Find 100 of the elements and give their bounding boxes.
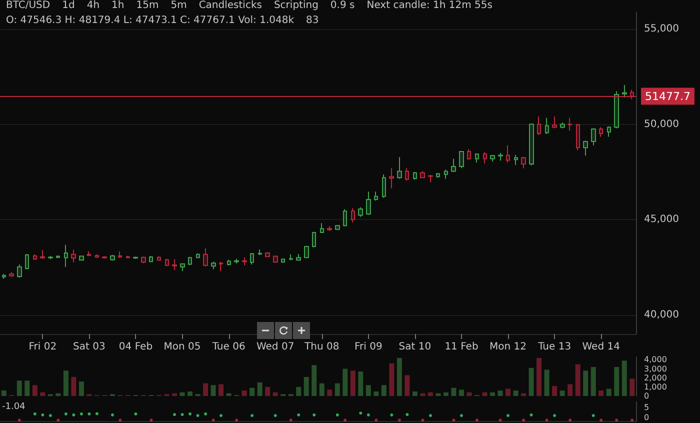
bar (180, 392, 185, 396)
y-tick-label: 55,000 (644, 24, 679, 35)
point (41, 413, 44, 416)
candlestick (552, 116, 557, 129)
candlestick (48, 255, 53, 260)
bar (203, 383, 208, 396)
candlestick (397, 156, 402, 180)
point (312, 413, 316, 416)
bar (374, 391, 379, 396)
candlestick (583, 140, 588, 156)
candlestick (133, 256, 138, 260)
candlestick (389, 168, 394, 189)
bar (40, 392, 46, 396)
candlestick (304, 245, 309, 259)
bar (606, 388, 612, 396)
bar (443, 392, 448, 396)
point (95, 412, 98, 416)
point (336, 413, 339, 416)
point (530, 413, 533, 416)
bar (319, 383, 324, 396)
candlestick (366, 191, 371, 216)
candlestick (219, 261, 223, 272)
point (428, 414, 432, 418)
bar (250, 388, 255, 396)
x-tick-label: Fri 02 (28, 342, 57, 352)
bar (366, 385, 371, 396)
candlestick (250, 252, 254, 265)
bar (350, 370, 356, 396)
candlestick (614, 90, 619, 129)
bar (342, 368, 348, 396)
x-tick-label: Mon 05 (164, 342, 201, 352)
bar (1, 390, 6, 396)
candlestick (258, 249, 262, 256)
point (48, 414, 52, 418)
candlestick (312, 232, 316, 248)
point (274, 414, 277, 418)
candlestick (157, 256, 161, 262)
candlestick (9, 272, 14, 278)
point (366, 413, 370, 416)
candlestick (467, 148, 471, 160)
y-tick-label: 5 (644, 402, 650, 412)
x-tick-label: Tue 06 (211, 342, 246, 352)
candlestick (95, 254, 99, 258)
y-tick-label: 0 (644, 392, 650, 400)
x-tick-label: 04 Feb (118, 342, 153, 352)
point (173, 413, 176, 416)
candlestick (188, 256, 192, 266)
candlestick (56, 255, 60, 259)
y-tick-label: 45,000 (644, 214, 679, 226)
bar (404, 375, 410, 396)
point (33, 412, 36, 416)
candlestick (118, 251, 122, 258)
point (476, 418, 478, 422)
candlestick (537, 116, 541, 136)
bar (210, 385, 216, 396)
candlestick (289, 254, 293, 261)
candlestick (382, 174, 386, 198)
candlestick (545, 117, 549, 134)
text: 1h (112, 0, 124, 11)
point (359, 412, 362, 415)
bar (521, 393, 526, 396)
point (568, 418, 572, 422)
candlestick (141, 256, 146, 264)
point (390, 413, 394, 416)
bar (242, 390, 247, 396)
candlestick (87, 250, 91, 256)
candlestick (576, 124, 580, 151)
bar (16, 380, 22, 396)
candlestick (126, 255, 130, 259)
bar (358, 372, 364, 396)
x-tick-label: Thu 08 (304, 342, 340, 352)
bar (451, 388, 456, 396)
bar (78, 381, 84, 396)
candlestick (405, 168, 409, 182)
bar (552, 386, 558, 396)
bar (560, 390, 565, 396)
point (398, 418, 401, 422)
candlestick (79, 255, 84, 262)
bar (458, 390, 464, 396)
candlestick (165, 258, 169, 267)
x-tick-label: Wed 07 (256, 342, 294, 352)
y-tick-label: 50,000 (644, 118, 679, 130)
candlestick (203, 248, 208, 267)
candlestick (320, 222, 324, 234)
text: Scripting (274, 0, 318, 11)
x-tick-label: Mon 12 (490, 342, 527, 352)
text: Next candle: 1h 12m 55s (366, 0, 492, 11)
candlestick (351, 208, 355, 224)
candlestick (560, 122, 565, 129)
bar (188, 391, 193, 396)
bar (590, 366, 596, 396)
candlestick (172, 258, 177, 271)
candlestick (358, 206, 363, 218)
bar (544, 370, 550, 396)
x-tick-label: Wed 14 (582, 342, 620, 352)
bar (482, 392, 488, 396)
candlestick (599, 126, 603, 138)
candlestick (281, 258, 285, 264)
candlestick (444, 169, 448, 180)
ref-line-label: 51477.7 (645, 90, 690, 103)
